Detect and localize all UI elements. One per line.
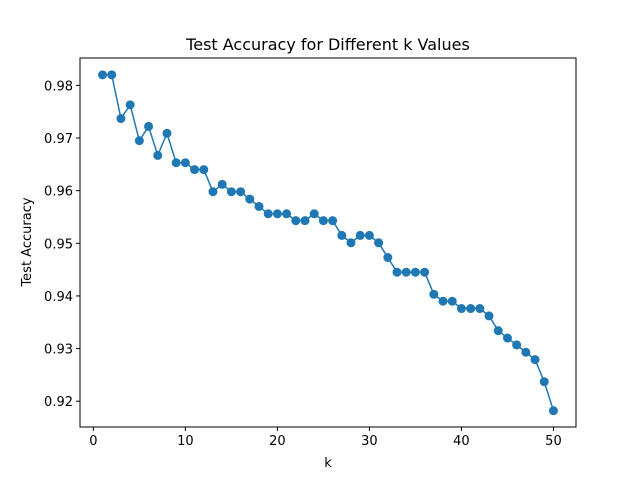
data-point [134,136,144,146]
data-point [484,311,494,321]
data-point [530,355,540,365]
data-point [107,70,117,80]
data-point [502,333,512,343]
y-axis-label: Test Accuracy [20,197,35,287]
y-tick-label: 0.97 [44,132,73,147]
data-point [162,128,172,138]
data-point [438,296,448,306]
data-point [383,253,393,263]
x-tick-label: 20 [269,434,286,449]
data-point [236,187,246,197]
data-point [208,187,218,197]
data-point [392,267,402,277]
y-tick-label: 0.98 [44,79,73,94]
data-point [401,267,411,277]
data-point [429,289,439,299]
data-point [180,158,190,168]
data-point [309,209,319,219]
plot-area [98,70,558,416]
data-point [328,216,338,226]
data-point [199,165,209,175]
data-point [190,165,200,175]
data-point [291,216,301,226]
data-point [364,230,374,240]
y-axis: 0.92 0.93 0.94 0.95 0.96 0.97 0.98 [44,79,80,410]
data-point [171,158,181,168]
data-point [226,187,236,197]
data-point [116,114,126,124]
data-point [355,230,365,240]
data-point [98,70,108,80]
data-point [217,179,227,189]
y-tick-label: 0.95 [44,237,73,252]
x-tick-label: 40 [453,434,470,449]
data-point [245,194,255,204]
data-point [548,406,558,416]
data-point [447,296,457,306]
data-point [539,377,549,387]
axes-frame [79,57,577,428]
data-point [272,209,282,219]
data-point [125,100,135,110]
data-point [410,267,420,277]
x-axis-label: k [324,456,332,471]
data-point [263,209,273,219]
y-tick-label: 0.96 [44,185,73,200]
data-point [456,304,466,314]
data-point [475,304,485,314]
y-tick-label: 0.92 [44,395,73,410]
data-point [337,230,347,240]
x-tick-label: 50 [545,434,562,449]
data-point [521,347,531,357]
x-tick-label: 30 [361,434,378,449]
data-point [420,267,430,277]
data-point [466,304,476,314]
data-point [374,238,384,248]
x-tick-label: 0 [89,434,97,449]
y-tick-label: 0.94 [44,290,73,305]
data-point [493,326,503,336]
data-point [346,238,356,248]
y-tick-label: 0.93 [44,343,73,358]
data-point [254,201,264,211]
x-tick-label: 10 [177,434,194,449]
data-point [282,209,292,219]
x-axis: 0 10 20 30 40 50 [89,427,562,449]
data-point [512,340,522,350]
data-point [318,216,328,226]
chart-title: Test Accuracy for Different k Values [185,35,470,54]
data-point [144,121,154,131]
data-point [153,150,163,160]
data-point [300,216,310,226]
